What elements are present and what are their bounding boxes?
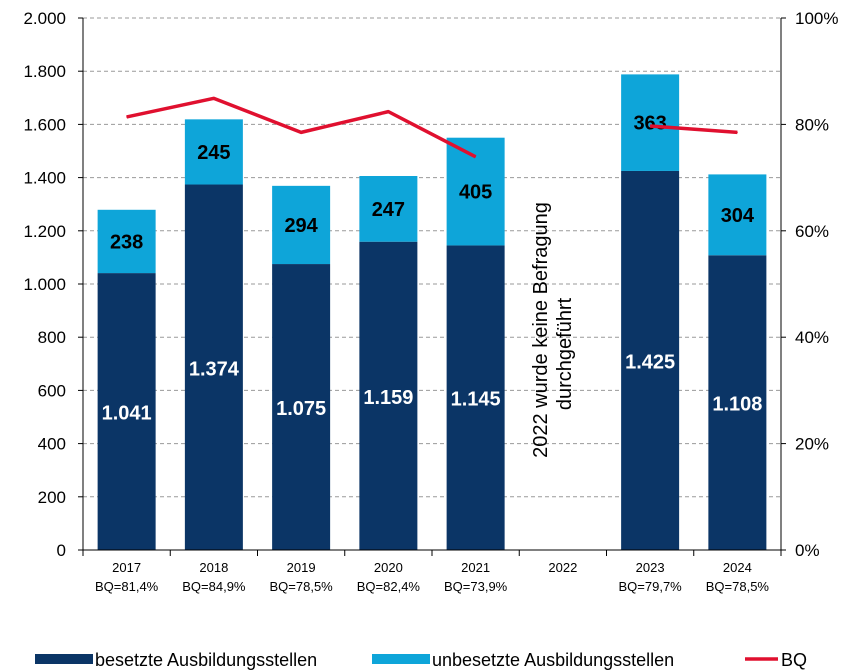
bq-line xyxy=(126,96,738,159)
y-tick-label: 1.000 xyxy=(23,275,66,294)
data-label-besetzt: 1.108 xyxy=(712,394,762,416)
x-tick-sublabel: BQ=79,7% xyxy=(619,579,683,594)
y-tick-label: 1.400 xyxy=(23,169,66,188)
bar-unbesetzt xyxy=(708,174,767,256)
data-label-unbesetzt: 294 xyxy=(284,215,318,237)
y-tick-label: 800 xyxy=(38,328,66,347)
bar-unbesetzt xyxy=(621,74,680,171)
annotation-line-1: 2022 wurde keine Befragung xyxy=(530,202,552,458)
legend-label-bq: BQ xyxy=(781,650,807,670)
x-tick-sublabel: BQ=82,4% xyxy=(357,579,421,594)
x-tick-sublabel: BQ=78,5% xyxy=(706,579,770,594)
y-tick-label: 600 xyxy=(38,381,66,400)
bar-besetzt xyxy=(446,245,505,550)
bar-unbesetzt xyxy=(184,119,243,185)
legend-swatch-besetzt xyxy=(35,654,93,664)
data-label-besetzt: 1.374 xyxy=(189,358,240,380)
x-tick-label: 2020 xyxy=(374,560,403,575)
legend-swatch-unbesetzt xyxy=(372,654,430,664)
y2-tick-label: 0% xyxy=(795,541,820,560)
bar-besetzt xyxy=(621,170,680,550)
data-label-unbesetzt: 238 xyxy=(110,231,143,253)
bar-unbesetzt xyxy=(272,185,331,265)
y-tick-label: 1.800 xyxy=(23,62,66,81)
data-label-besetzt: 1.159 xyxy=(363,387,413,409)
annotation-line-2: durchgeführt xyxy=(554,297,576,410)
y-tick-label: 2.000 xyxy=(23,9,66,28)
legend-label-besetzt: besetzte Ausbildungsstellen xyxy=(95,650,317,670)
annotation-group: 2022 wurde keine Befragung durchgeführt xyxy=(530,202,576,458)
data-label-unbesetzt: 304 xyxy=(721,205,755,227)
legend-label-unbesetzt: unbesetzte Ausbildungsstellen xyxy=(432,650,674,670)
bar-besetzt xyxy=(359,241,418,550)
bar-besetzt xyxy=(97,273,156,550)
x-tick-label: 2024 xyxy=(723,560,752,575)
data-label-besetzt: 1.075 xyxy=(276,398,326,420)
x-tick-sublabel: BQ=73,9% xyxy=(444,579,508,594)
data-label-unbesetzt: 363 xyxy=(633,113,666,135)
bq-line-segment xyxy=(126,96,477,159)
y2-tick-label: 20% xyxy=(795,435,829,454)
y2-tick-label: 80% xyxy=(795,115,829,134)
axes: 0 200 400 600 800 1.000 1.200 1.400 1.600 1.800 2.… xyxy=(23,9,838,594)
y-tick-label: 0 xyxy=(57,541,66,560)
bar-unbesetzt xyxy=(97,209,156,274)
bar-besetzt xyxy=(184,184,243,551)
y2-tick-label: 40% xyxy=(795,328,829,347)
data-label-unbesetzt: 405 xyxy=(459,182,492,204)
bars: 1.041 238 1.374 245 1.075 294 1.159 247 1.145 405… xyxy=(97,74,767,551)
no-survey-annotation: 2022 wurde keine Befragung durchgeführt xyxy=(530,202,576,458)
x-tick-label: 2018 xyxy=(199,560,228,575)
data-label-unbesetzt: 247 xyxy=(372,199,405,221)
legend: besetzte Ausbildungsstellen unbesetzte Au… xyxy=(35,650,807,670)
x-tick-label: 2017 xyxy=(112,560,141,575)
x-tick-sublabel: BQ=84,9% xyxy=(182,579,246,594)
y2-tick-label: 100% xyxy=(795,9,838,28)
x-tick-label: 2023 xyxy=(636,560,665,575)
y-tick-label: 1.600 xyxy=(23,115,66,134)
x-tick-label: 2021 xyxy=(461,560,490,575)
bar-besetzt xyxy=(272,264,331,550)
y-tick-label: 400 xyxy=(38,435,66,454)
bq-line-segment xyxy=(649,124,738,135)
x-tick-sublabel: BQ=81,4% xyxy=(95,579,159,594)
x-tick-label: 2019 xyxy=(287,560,316,575)
data-label-besetzt: 1.041 xyxy=(102,403,152,425)
y2-tick-label: 60% xyxy=(795,222,829,241)
data-label-besetzt: 1.145 xyxy=(451,389,501,411)
data-label-unbesetzt: 245 xyxy=(197,142,230,164)
x-tick-sublabel: BQ=78,5% xyxy=(270,579,334,594)
data-label-besetzt: 1.425 xyxy=(625,351,675,373)
bar-besetzt xyxy=(708,255,767,550)
bar-unbesetzt xyxy=(359,176,418,242)
x-tick-label: 2022 xyxy=(548,560,577,575)
y-tick-label: 200 xyxy=(38,488,66,507)
y-tick-label: 1.200 xyxy=(23,222,66,241)
